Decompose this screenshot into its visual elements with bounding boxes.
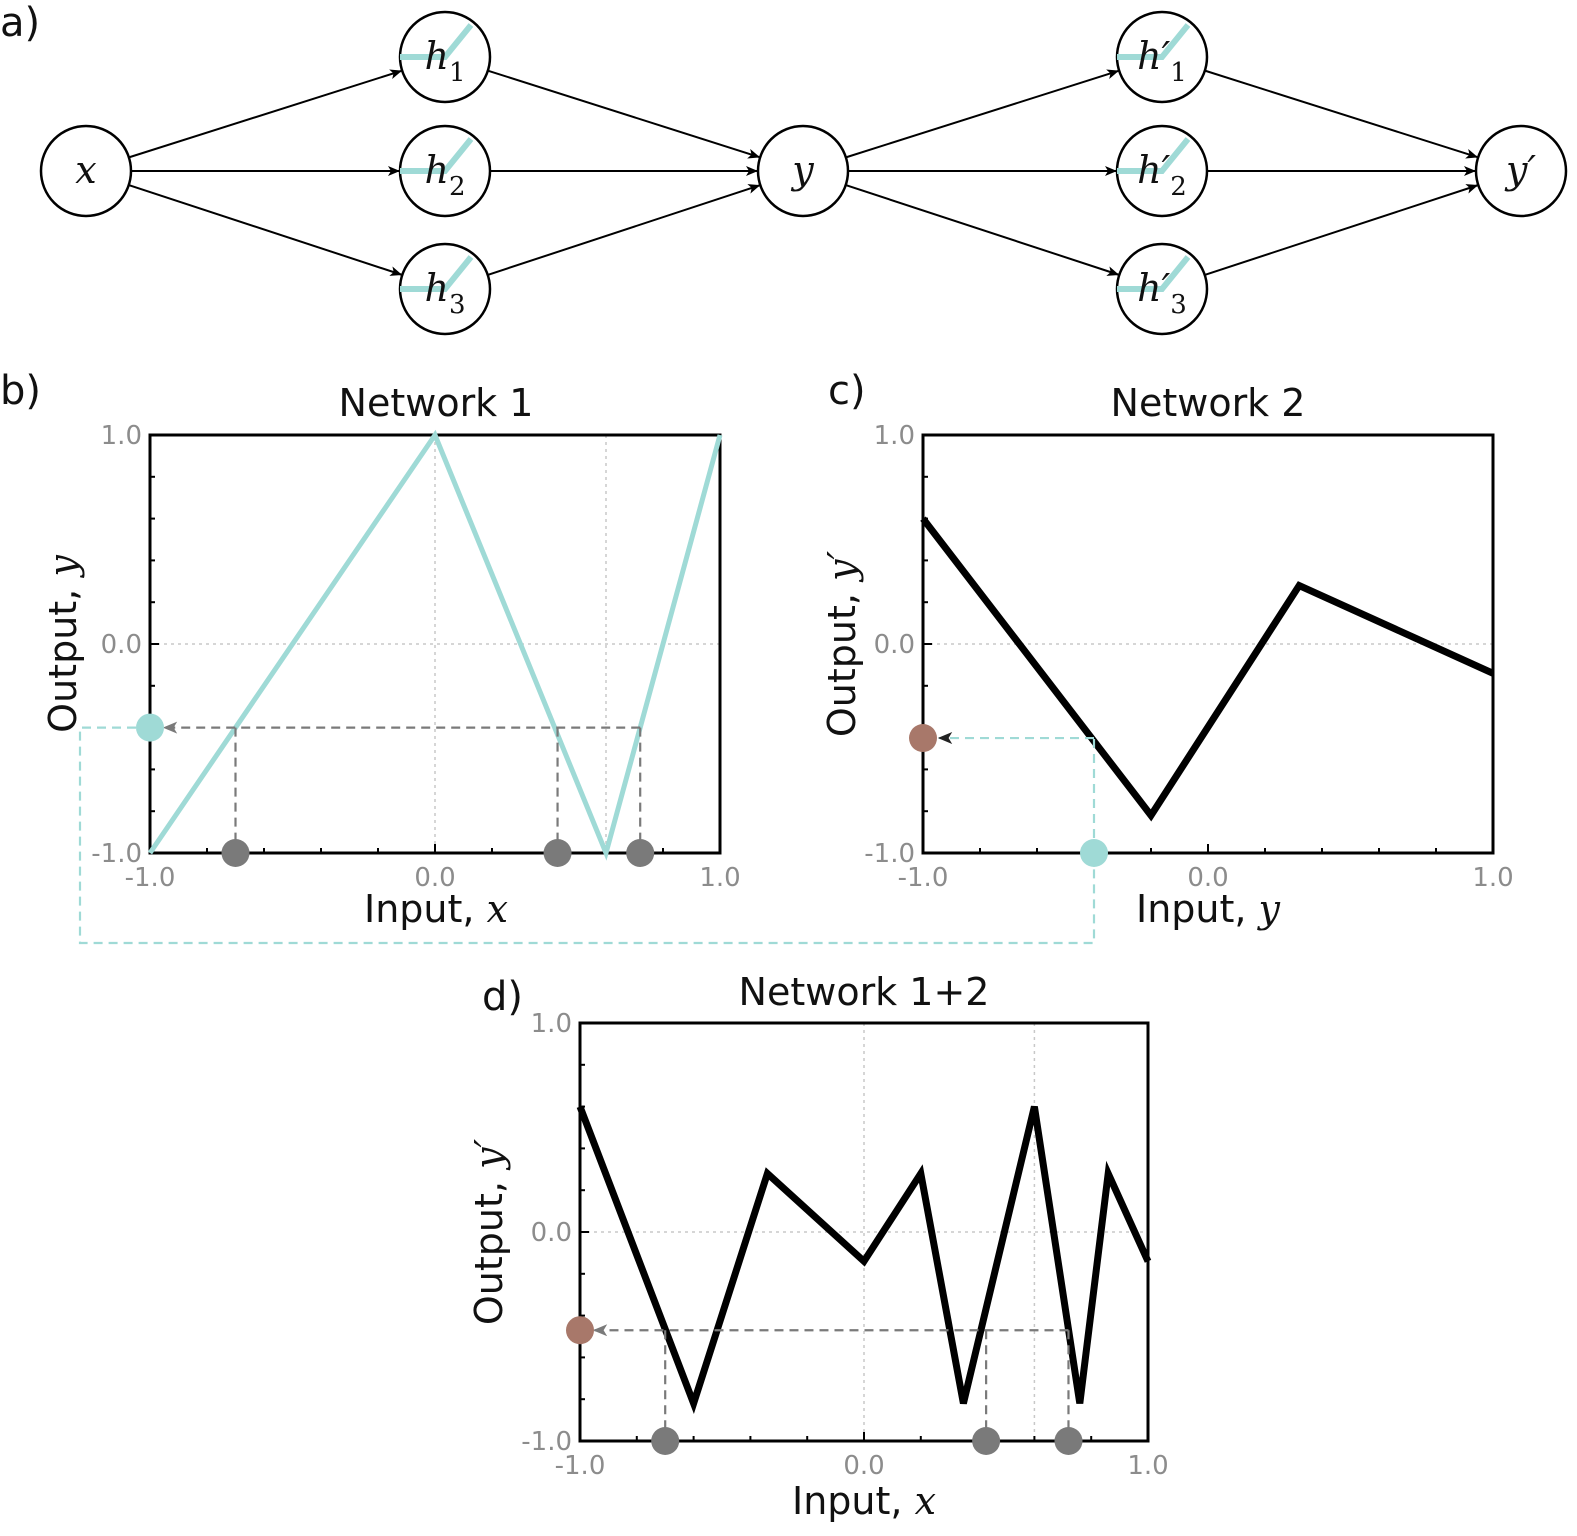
node-h1: h1 bbox=[398, 10, 492, 104]
node-circle bbox=[1474, 124, 1568, 218]
node-circle bbox=[756, 124, 850, 218]
y-tick-label: 0.0 bbox=[101, 630, 142, 660]
node-hp2: h′2 bbox=[1115, 124, 1209, 218]
y-axis-label: Output, y bbox=[41, 555, 85, 733]
relu-icon bbox=[1117, 23, 1191, 60]
node-label: h2 bbox=[424, 148, 465, 202]
y-tick-label: 1.0 bbox=[874, 421, 915, 451]
x-tick-label: 1.0 bbox=[699, 863, 740, 893]
edge-arrow bbox=[845, 184, 1120, 276]
node-label: h′2 bbox=[1137, 148, 1187, 202]
chart-title: Network 2 bbox=[1111, 381, 1306, 425]
x-axis-label: Input, x bbox=[792, 1479, 936, 1523]
x-axis-label: Input, y bbox=[1136, 887, 1281, 931]
x-tick-label: -1.0 bbox=[898, 863, 949, 893]
output-point bbox=[136, 713, 164, 742]
output-point bbox=[909, 724, 937, 753]
input-point bbox=[626, 839, 655, 867]
input-point bbox=[972, 1427, 1001, 1455]
series-line bbox=[147, 429, 723, 861]
edge-arrow bbox=[487, 184, 761, 276]
x-tick-label: 1.0 bbox=[1127, 1451, 1168, 1481]
node-label: y bbox=[790, 148, 814, 192]
edge-arrow bbox=[1204, 184, 1479, 276]
relu-icon bbox=[1117, 255, 1191, 292]
x-tick-label: 0.0 bbox=[843, 1451, 884, 1481]
output-point bbox=[566, 1316, 594, 1345]
input-point bbox=[543, 839, 572, 867]
node-label: h1 bbox=[424, 34, 465, 88]
panel-a-label: a) bbox=[0, 0, 40, 46]
series-line bbox=[576, 1105, 1152, 1414]
edge-arrow bbox=[128, 184, 403, 276]
network-diagram: x h1 h2 h3 y h′1 h′2 h′3 y′ bbox=[39, 10, 1568, 336]
chart-network-1-plus-2: Network 1+2 -1.0 0.0 1.0 -1.0 0.0 1.0 Input, … bbox=[467, 970, 1169, 1523]
series-line bbox=[920, 516, 1495, 822]
chart-network-1: Network 1 -1.0 0.0 1.0-1.00.01.0 Input, x … bbox=[41, 381, 741, 931]
node-label: y′ bbox=[1504, 148, 1536, 192]
y-axis-label: Output, y′ bbox=[820, 551, 864, 738]
node-yp: y′ bbox=[1474, 124, 1568, 218]
y-tick-label: 0.0 bbox=[531, 1218, 572, 1248]
node-label: h′1 bbox=[1137, 34, 1187, 88]
input-point bbox=[1054, 1427, 1083, 1455]
y-tick-label: 1.0 bbox=[101, 421, 142, 451]
input-point bbox=[651, 1427, 680, 1455]
node-x: x bbox=[39, 124, 133, 218]
x-tick-label: 0.0 bbox=[1187, 863, 1228, 893]
edge-arrow bbox=[128, 69, 403, 159]
node-h3: h3 bbox=[398, 242, 492, 336]
x-tick-label: 1.0 bbox=[1472, 863, 1513, 893]
y-tick-label: 0.0 bbox=[874, 630, 915, 660]
node-y: y bbox=[756, 124, 850, 218]
y-tick-label: 1.0 bbox=[531, 1009, 572, 1039]
y-tick-label: -1.0 bbox=[91, 839, 142, 869]
node-hp1: h′1 bbox=[1115, 10, 1209, 104]
panel-b-label: b) bbox=[0, 368, 41, 414]
node-label: h′3 bbox=[1137, 266, 1187, 320]
relu-icon bbox=[400, 137, 474, 174]
panel-c-label: c) bbox=[828, 368, 866, 414]
panel-d-label: d) bbox=[482, 974, 523, 1020]
relu-icon bbox=[400, 255, 474, 292]
chart-title: Network 1+2 bbox=[739, 970, 990, 1014]
relu-icon bbox=[1117, 137, 1191, 174]
edge-arrow bbox=[845, 69, 1120, 159]
diagram-edges bbox=[128, 69, 1479, 276]
y-tick-label: -1.0 bbox=[521, 1427, 572, 1457]
node-hp3: h′3 bbox=[1115, 242, 1209, 336]
node-label: h3 bbox=[424, 266, 465, 320]
connector-dashed-line bbox=[78, 726, 1096, 945]
x-tick-label: -1.0 bbox=[125, 863, 176, 893]
edge-arrow bbox=[1204, 69, 1479, 159]
node-h2: h2 bbox=[398, 124, 492, 218]
chart-title: Network 1 bbox=[339, 381, 534, 425]
relu-icon bbox=[400, 23, 474, 60]
chart-network-2: Network 2 -1.0 0.0 1.0-1.00.01.0 Input, y … bbox=[820, 381, 1514, 931]
node-label: x bbox=[75, 148, 96, 192]
node-circle bbox=[39, 124, 133, 218]
x-axis-label: Input, x bbox=[364, 887, 508, 931]
diagram-nodes: x h1 h2 h3 y h′1 h′2 h′3 y′ bbox=[39, 10, 1568, 336]
x-tick-label: 0.0 bbox=[414, 863, 455, 893]
edge-arrow bbox=[487, 69, 761, 159]
y-axis-label: Output, y′ bbox=[467, 1139, 511, 1326]
input-point bbox=[1080, 839, 1108, 867]
y-tick-label: -1.0 bbox=[864, 839, 915, 869]
x-tick-label: -1.0 bbox=[555, 1451, 606, 1481]
input-point bbox=[221, 839, 250, 867]
